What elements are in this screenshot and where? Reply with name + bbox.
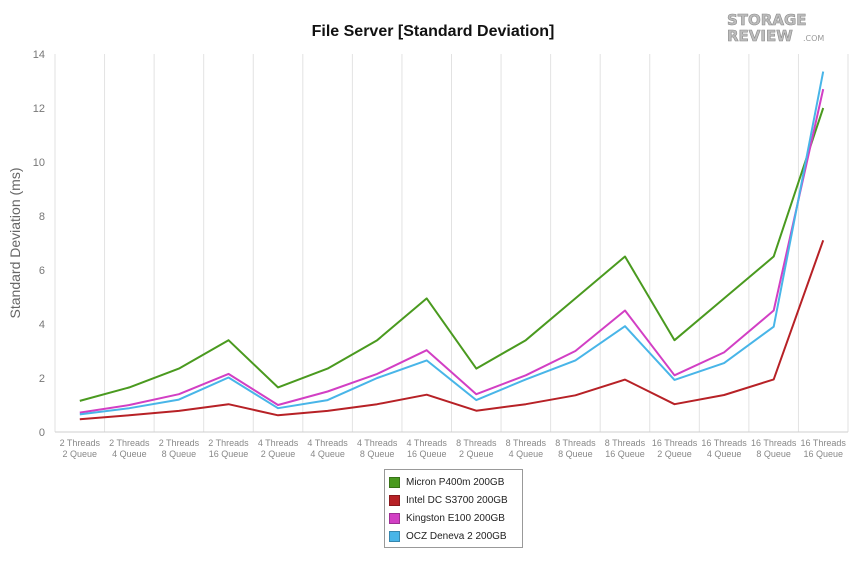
x-tick-label: 8 Threads	[555, 438, 596, 448]
x-tick-label: 4 Queue	[310, 449, 345, 459]
x-tick-label: 16 Queue	[407, 449, 447, 459]
legend-label: Kingston E100 200GB	[406, 512, 505, 524]
legend-swatch	[389, 494, 400, 506]
x-tick-label: 4 Queue	[112, 449, 147, 459]
x-tick-label: 16 Queue	[605, 449, 645, 459]
series-line-4	[79, 71, 825, 416]
legend-item: Intel DC S3700 200GB	[385, 491, 522, 509]
x-tick-label: 8 Threads	[605, 438, 646, 448]
legend-swatch	[389, 530, 400, 542]
x-tick-label: 8 Queue	[558, 449, 593, 459]
x-tick-label: 8 Queue	[756, 449, 791, 459]
y-tick-label: 0	[39, 427, 45, 439]
legend-item: OCZ Deneva 2 200GB	[385, 527, 522, 545]
x-tick-label: 16 Threads	[751, 438, 797, 448]
x-tick-label: 8 Threads	[506, 438, 547, 448]
x-tick-label: 8 Queue	[360, 449, 395, 459]
logo-suffix: .COM	[803, 34, 824, 43]
x-tick-label: 8 Queue	[162, 449, 197, 459]
y-tick-label: 12	[33, 103, 45, 115]
x-tick-label: 2 Queue	[657, 449, 692, 459]
series-line-2	[79, 239, 825, 421]
x-tick-label: 2 Queue	[459, 449, 494, 459]
legend-swatch	[389, 512, 400, 524]
series-line-1	[79, 107, 825, 402]
x-tick-label: 2 Queue	[63, 449, 98, 459]
y-axis-label: Standard Deviation (ms)	[7, 168, 23, 319]
x-tick-label: 16 Threads	[801, 438, 847, 448]
x-tick-label: 8 Threads	[456, 438, 497, 448]
x-tick-label: 4 Threads	[258, 438, 299, 448]
legend-label: Intel DC S3700 200GB	[406, 494, 508, 506]
y-tick-label: 10	[33, 157, 45, 169]
y-tick-labels: 0 2 4 6 8 10 12 14	[33, 49, 45, 439]
x-tick-label: 2 Threads	[208, 438, 249, 448]
y-tick-label: 2	[39, 373, 45, 385]
x-tick-label: 4 Threads	[307, 438, 348, 448]
x-tick-label: 2 Queue	[261, 449, 296, 459]
logo-line-2: REVIEW	[727, 27, 793, 45]
legend: Micron P400m 200GB Intel DC S3700 200GB Ki…	[384, 469, 523, 548]
series-lines	[79, 71, 825, 421]
legend-swatch	[389, 476, 400, 488]
legend-item: Micron P400m 200GB	[385, 473, 522, 491]
x-tick-label: 4 Threads	[407, 438, 448, 448]
x-tick-label: 4 Threads	[357, 438, 398, 448]
x-tick-label: 16 Queue	[803, 449, 843, 459]
x-tick-label: 16 Threads	[652, 438, 698, 448]
x-tick-label: 4 Queue	[707, 449, 742, 459]
x-tick-label: 16 Threads	[701, 438, 747, 448]
series-line-3	[79, 88, 825, 414]
grid-lines	[54, 54, 849, 433]
legend-item: Kingston E100 200GB	[385, 509, 522, 527]
y-tick-label: 14	[33, 49, 45, 61]
x-tick-label: 2 Threads	[109, 438, 150, 448]
x-tick-label: 4 Queue	[509, 449, 544, 459]
watermark-logo: STORAGE REVIEW .COM	[727, 11, 825, 46]
chart-title: File Server [Standard Deviation]	[312, 23, 555, 40]
y-tick-label: 4	[39, 319, 45, 331]
y-tick-label: 6	[39, 265, 45, 277]
legend-label: Micron P400m 200GB	[406, 476, 505, 488]
legend-label: OCZ Deneva 2 200GB	[406, 530, 507, 542]
x-tick-label: 2 Threads	[60, 438, 101, 448]
x-tick-label: 16 Queue	[209, 449, 249, 459]
x-tick-label: 2 Threads	[159, 438, 200, 448]
y-tick-label: 8	[39, 211, 45, 223]
logo-line-1: STORAGE	[727, 11, 807, 29]
